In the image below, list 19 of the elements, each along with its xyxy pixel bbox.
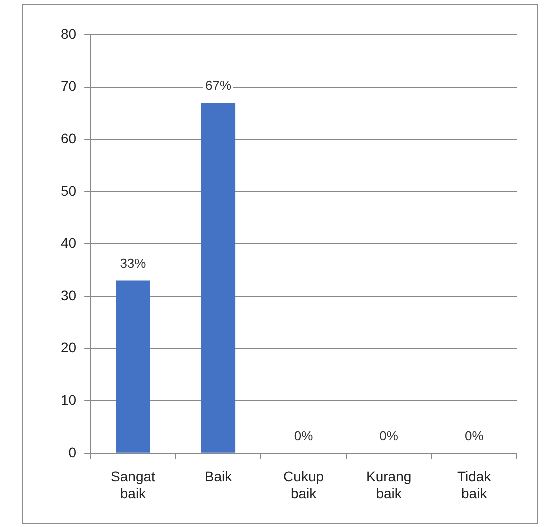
x-tick-label: Kurang baik — [366, 468, 412, 502]
y-tick-label: 50 — [60, 182, 77, 199]
data-label: 0% — [464, 428, 484, 444]
y-tick-label: 30 — [60, 287, 77, 304]
y-tick-label: 20 — [60, 340, 77, 356]
y-tick-label: 0 — [68, 444, 77, 460]
x-tick-label: Tidak baik — [458, 468, 492, 502]
data-label: 67% — [205, 78, 232, 94]
data-label: 0% — [294, 428, 314, 444]
x-tick-label: Sangat baik — [111, 468, 156, 502]
y-tick-label: 80 — [60, 26, 77, 42]
y-tick-label: 60 — [60, 130, 77, 146]
x-tick-label: Cukup baik — [284, 468, 324, 502]
data-label: 33% — [120, 256, 147, 271]
x-tick-label: Baik — [204, 468, 234, 485]
data-label: 0% — [380, 428, 399, 444]
y-tick-label: 10 — [60, 392, 77, 408]
y-tick-label: 40 — [60, 235, 77, 252]
y-tick-label: 70 — [60, 78, 77, 94]
